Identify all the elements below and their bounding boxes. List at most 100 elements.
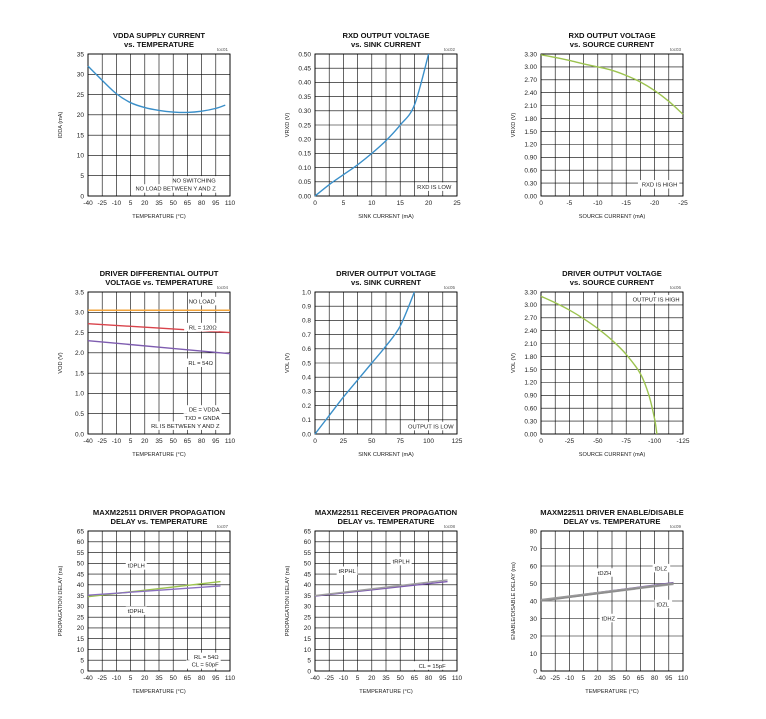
x-tick-label: 65 [411,675,419,682]
toc-label: toc09 [670,524,682,529]
chart-title-line: vs. SINK CURRENT [351,40,421,49]
chart-title-line: MAXM22511 DRIVER ENABLE/DISABLE [540,508,683,517]
x-axis-label: TEMPERATURE (°C) [132,452,186,458]
x-tick-label: 100 [423,438,434,445]
plot-frame [87,291,231,435]
toc-label: toc02 [444,47,456,52]
y-tick-label: 0.3 [302,389,311,396]
x-tick-label: -40 [83,438,93,445]
series-line-voh [540,295,658,435]
y-tick-label: 25 [77,614,85,621]
chart-title-line: RXD OUTPUT VOLTAGE [568,31,655,40]
annotation-label: NO LOAD BETWEEN Y AND Z [135,187,216,193]
x-tick-label: 65 [184,438,192,445]
annotation-label: RL IS BETWEEN Y AND Z [151,424,220,430]
chart-title-line: MAXM22511 DRIVER PROPAGATION [93,508,225,517]
plot-grid [314,53,458,197]
chart-title-line: DELAY vs. TEMPERATURE [338,517,435,526]
x-tick-label: 0 [539,200,543,207]
plot-grid [314,291,458,435]
x-tick-label: 5 [582,675,586,682]
y-tick-label: 45 [77,571,85,578]
y-tick-label: 0.00 [524,193,537,200]
y-tick-label: 2.40 [524,90,537,97]
annotation-label: CL = 15pF [419,664,446,670]
x-tick-label: 35 [155,200,163,207]
x-tick-label: 0 [313,438,317,445]
y-tick-label: 0.8 [302,318,311,325]
x-axis-label: SINK CURRENT (mA) [358,452,414,458]
series-line-vol [314,291,416,435]
y-tick-label: 40 [530,598,538,605]
y-tick-label: 0.30 [298,108,311,115]
y-tick-label: 0.40 [298,80,311,87]
y-tick-label: 1.5 [75,370,84,377]
y-tick-label: 10 [77,647,85,654]
chart-title-line: DELAY vs. TEMPERATURE [111,517,208,526]
y-tick-label: 2.70 [524,77,537,84]
x-tick-label: -25 [565,438,575,445]
x-tick-label: 50 [170,438,178,445]
y-tick-label: 25 [304,614,312,621]
series-line-rl-54- [87,339,231,355]
x-tick-label: 5 [129,438,133,445]
chart-title-line: DELAY vs. TEMPERATURE [564,517,661,526]
x-tick-label: 35 [608,675,616,682]
x-tick-label: -25 [324,675,334,682]
y-tick-label: 1.50 [524,367,537,374]
annotation-background [125,561,147,570]
annotation-label: NO SWITCHING [172,179,216,185]
series-line-tdphl [87,585,221,596]
x-tick-label: 20 [425,200,433,207]
x-axis-label: SOURCE CURRENT (mA) [579,214,646,220]
y-tick-label: 0.05 [298,179,311,186]
chart-title-line: VDDA SUPPLY CURRENT [113,31,205,40]
toc-label: toc04 [217,285,229,290]
y-tick-label: 20 [304,625,312,632]
chart-title-line: MAXM22511 RECEIVER PROPAGATION [315,508,457,517]
y-tick-label: 0.10 [298,165,311,172]
y-tick-label: 2.0 [75,350,84,357]
annotation-label: tDZL [656,602,669,608]
x-tick-label: 80 [425,675,433,682]
y-tick-label: 35 [304,593,312,600]
annotation-label: RL = 120Ω [189,325,217,331]
x-tick-label: 5 [129,675,133,682]
y-tick-label: 30 [530,616,538,623]
y-tick-label: 1.20 [524,380,537,387]
y-axis-label: PROPAGATION DELAY (ns) [58,565,64,636]
x-tick-label: -40 [83,200,93,207]
y-tick-label: 0.15 [298,151,311,158]
y-tick-label: 0.25 [298,122,311,129]
y-tick-label: 2.70 [524,315,537,322]
annotation-label: tDPLH [128,564,145,570]
annotation-label: DE = VDDA [189,408,220,414]
series-line-vrxd [540,54,684,115]
x-tick-label: 35 [155,438,163,445]
y-tick-label: 0.90 [524,155,537,162]
annotation-label: tRPLH [393,559,410,565]
plot-grid [540,53,684,197]
y-tick-label: 0.4 [302,375,311,382]
annotation-label: OUTPUT IS HIGH [633,297,680,303]
y-tick-label: 0.9 [302,304,311,311]
y-tick-label: 0 [533,668,537,675]
x-tick-label: -10 [339,675,349,682]
y-tick-label: 0.0 [302,431,311,438]
y-tick-label: 0.60 [524,405,537,412]
chart-title-line: DRIVER DIFFERENTIAL OUTPUT [100,269,219,278]
x-tick-label: 5 [356,675,360,682]
plot-grid [540,291,684,435]
x-axis-label: TEMPERATURE (°C) [585,689,639,695]
x-axis-label: TEMPERATURE (°C) [359,689,413,695]
x-tick-label: 20 [141,438,149,445]
series-line-trplh [314,579,448,597]
x-tick-label: 110 [225,675,236,682]
y-tick-label: 5 [80,173,84,180]
